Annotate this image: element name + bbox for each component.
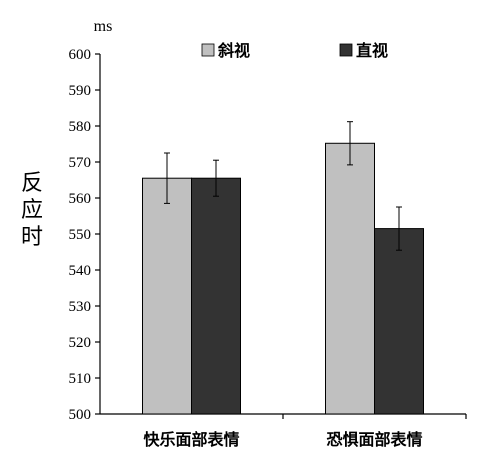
y-axis-title: 反应时 <box>21 171 43 250</box>
y-tick-label: 530 <box>69 299 92 315</box>
y-axis-title-char: 反 <box>21 171 43 196</box>
x-ticks <box>282 414 467 419</box>
legend-swatch-direct <box>339 43 353 57</box>
bar <box>325 142 375 415</box>
y-tick-label: 540 <box>69 263 92 279</box>
bars <box>142 142 424 415</box>
y-tick-label: 590 <box>69 83 92 99</box>
y-tick-label: 520 <box>69 335 92 351</box>
y-tick-label: 580 <box>69 119 92 135</box>
y-tick-label: 560 <box>69 191 92 207</box>
bar <box>374 228 424 415</box>
y-tick-label: 500 <box>69 407 92 423</box>
bar <box>191 177 241 415</box>
category-labels: 快乐面部表情 恐惧面部表情 <box>143 430 422 449</box>
y-tick-label: 600 <box>69 47 92 63</box>
y-ticks: 500 510 520 530 540 550 560 570 580 590 600 <box>69 47 100 423</box>
y-tick-label: 570 <box>69 155 92 171</box>
x-category-label: 恐惧面部表情 <box>326 430 422 449</box>
axes: 500 510 520 530 540 550 560 570 580 590 600 <box>69 47 467 423</box>
legend-label-direct: 直视 <box>356 41 388 60</box>
bar <box>142 177 192 415</box>
legend-swatch-slant <box>201 43 215 57</box>
y-tick-label: 510 <box>69 371 92 387</box>
y-unit-label: ms <box>94 18 113 35</box>
legend-label-slant: 斜视 <box>217 41 250 60</box>
x-category-label: 快乐面部表情 <box>143 430 239 449</box>
y-axis-title-char: 时 <box>21 225 43 250</box>
error-bars <box>164 121 402 251</box>
legend: 斜视 直视 <box>201 41 388 60</box>
y-axis-title-char: 应 <box>21 198 43 223</box>
y-tick-label: 550 <box>69 227 92 243</box>
